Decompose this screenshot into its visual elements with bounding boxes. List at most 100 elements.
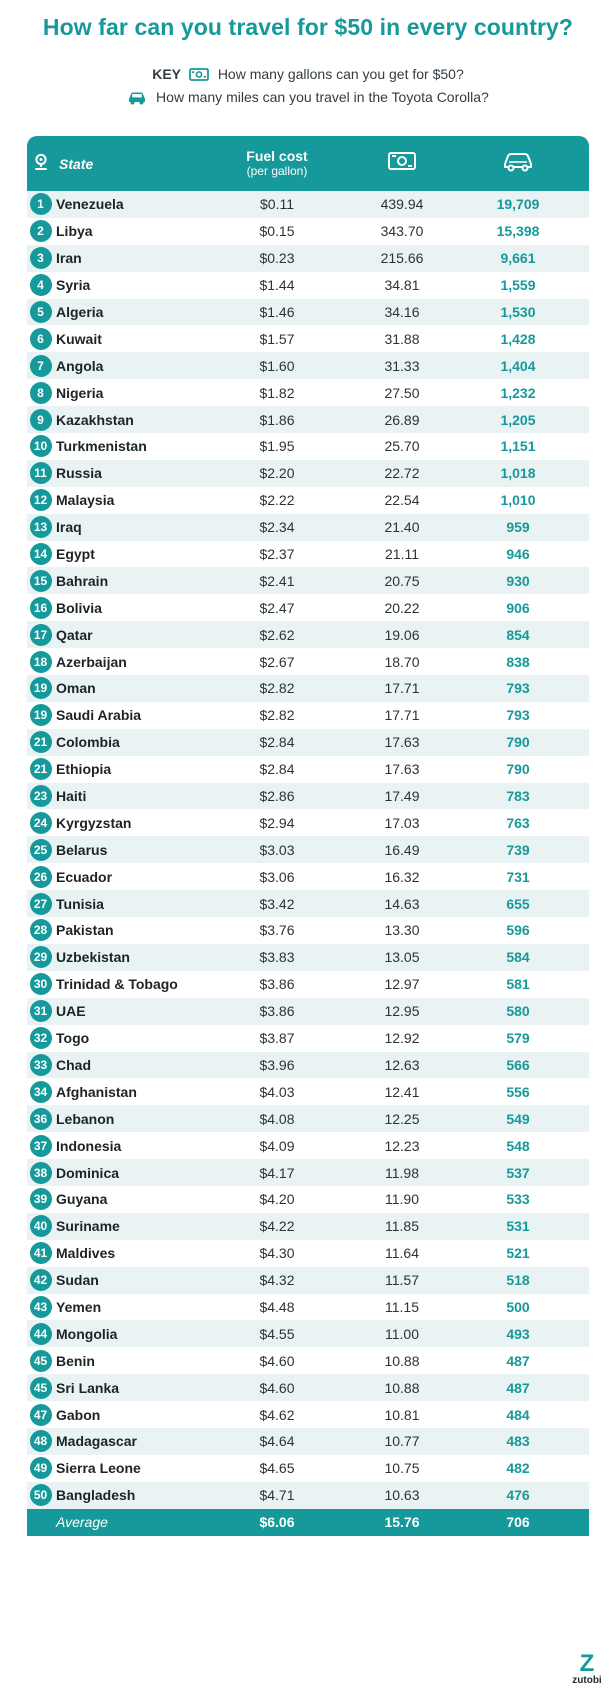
gallons-value: 11.15 (385, 1298, 419, 1315)
table-row: 38 Dominica $4.17 11.98 537 (27, 1159, 589, 1186)
logo-text: zutobi (572, 1675, 602, 1686)
miles-value: 487 (506, 1352, 530, 1369)
table-row: 15 Bahrain $2.41 20.75 930 (27, 567, 589, 595)
miles-value: 1,205 (500, 411, 536, 428)
country-name: Sierra Leone (56, 1460, 141, 1477)
country-name: Maldives (56, 1245, 116, 1262)
miles-value: 584 (506, 949, 530, 966)
rank-badge: 9 (29, 406, 52, 433)
gallons-value: 10.88 (384, 1379, 420, 1396)
miles-value: 1,559 (500, 277, 536, 294)
fuel-cost: $4.60 (259, 1352, 295, 1369)
rank-number: 6 (29, 327, 52, 350)
miles-value: 556 (506, 1083, 530, 1100)
table-row: 10 Turkmenistan $1.95 25.70 1,151 (27, 433, 589, 460)
country-name: Suriname (56, 1218, 120, 1235)
miles-value: 580 (506, 1003, 530, 1020)
miles-value: 1,404 (500, 357, 536, 374)
country-name: Togo (56, 1030, 90, 1047)
table-row: 4 Syria $1.44 34.81 1,559 (27, 271, 589, 299)
gallons-value: 17.71 (384, 707, 420, 724)
rank-badge: 23 (29, 783, 52, 810)
gallons-value: 16.32 (384, 868, 420, 885)
table-header: State Fuel cost (per gallon) (27, 136, 589, 191)
country-name: Syria (56, 277, 91, 294)
country-name: Saudi Arabia (56, 707, 142, 724)
rank-number: 37 (29, 1134, 52, 1157)
country-name: Lebanon (56, 1110, 115, 1127)
miles-value: 838 (506, 653, 530, 670)
gallons-value: 22.54 (384, 492, 420, 509)
rank-badge: 39 (29, 1186, 52, 1213)
miles-value: 581 (506, 976, 530, 993)
country-name: Sudan (56, 1272, 99, 1289)
miles-value: 537 (506, 1164, 530, 1181)
table-row: 2 Libya $0.15 343.70 15,398 (27, 217, 589, 245)
table-row: 41 Maldives $4.30 11.64 521 (27, 1239, 589, 1267)
rank-number: 43 (29, 1295, 52, 1318)
rank-number: 45 (29, 1349, 52, 1372)
rank-number: 42 (29, 1269, 52, 1292)
gallons-value: 11.64 (385, 1245, 419, 1262)
key-label: KEY (152, 66, 182, 82)
miles-value: 930 (506, 572, 530, 589)
country-name: Azerbaijan (56, 653, 127, 670)
rank-number: 19 (29, 704, 52, 727)
country-name: Qatar (56, 626, 93, 643)
table-row: 19 Oman $2.82 17.71 793 (27, 675, 589, 702)
table-row: 1 Venezuela $0.11 439.94 19,709 (27, 191, 589, 218)
miles-value: 493 (506, 1325, 530, 1342)
fuel-cost: $3.87 (259, 1030, 295, 1047)
rank-number: 2 (29, 220, 52, 243)
rank-badge: 4 (29, 272, 52, 299)
average-label: Average (56, 1514, 108, 1531)
table-row: 40 Suriname $4.22 11.85 531 (27, 1212, 589, 1240)
fuel-cost: $2.20 (259, 465, 295, 482)
country-name: Libya (56, 223, 93, 240)
logo-mark: Z (579, 1650, 595, 1677)
gallons-value: 17.63 (384, 761, 420, 778)
gallons-value: 10.77 (384, 1433, 420, 1450)
rank-badge: 28 (29, 917, 52, 944)
fuel-cost: $1.86 (259, 411, 295, 428)
gallons-value: 11.00 (385, 1325, 419, 1342)
miles-value: 531 (506, 1218, 530, 1235)
table-row: 7 Angola $1.60 31.33 1,404 (27, 352, 589, 380)
miles-value: 1,428 (500, 330, 536, 347)
country-name: Ecuador (56, 868, 113, 885)
gallons-value: 14.63 (384, 895, 420, 912)
average-miles: 706 (506, 1514, 530, 1531)
miles-value: 790 (506, 734, 530, 751)
miles-value: 793 (506, 680, 530, 697)
fuel-cost: $2.34 (259, 519, 295, 536)
country-name: Tunisia (56, 895, 104, 912)
miles-value: 1,018 (500, 465, 536, 482)
country-name: Sri Lanka (56, 1379, 120, 1396)
miles-value: 487 (506, 1379, 530, 1396)
rank-badge: 19 (29, 675, 52, 702)
fuel-cost: $0.23 (259, 250, 295, 267)
gallons-value: 12.97 (384, 976, 420, 993)
miles-value: 500 (506, 1298, 530, 1315)
rank-badge: 15 (29, 567, 52, 594)
miles-value: 763 (506, 814, 530, 831)
miles-value: 655 (506, 895, 530, 912)
key-money-line: KEY How many gallons can you get for $50… (0, 66, 616, 85)
country-name: Kyrgyzstan (56, 814, 132, 831)
table-row: 16 Bolivia $2.47 20.22 906 (27, 594, 589, 622)
country-name: Iran (56, 250, 82, 267)
table-row: 28 Pakistan $3.76 13.30 596 (27, 917, 589, 944)
gallons-value: 11.85 (385, 1218, 419, 1235)
country-name: Colombia (56, 734, 120, 751)
gallons-value: 34.16 (384, 304, 420, 320)
table-row: 32 Togo $3.87 12.92 579 (27, 1024, 589, 1052)
table-row: 30 Trinidad & Tobago $3.86 12.97 581 (27, 970, 589, 998)
miles-value: 1,232 (500, 384, 536, 401)
gallons-value: 18.70 (384, 653, 420, 670)
rank-number: 41 (29, 1242, 52, 1265)
fuel-cost: $1.46 (259, 304, 295, 320)
table-row: 8 Nigeria $1.82 27.50 1,232 (27, 379, 589, 407)
rank-number: 3 (29, 247, 52, 270)
gallons-value: 34.81 (384, 277, 420, 294)
rank-number: 47 (29, 1403, 52, 1426)
